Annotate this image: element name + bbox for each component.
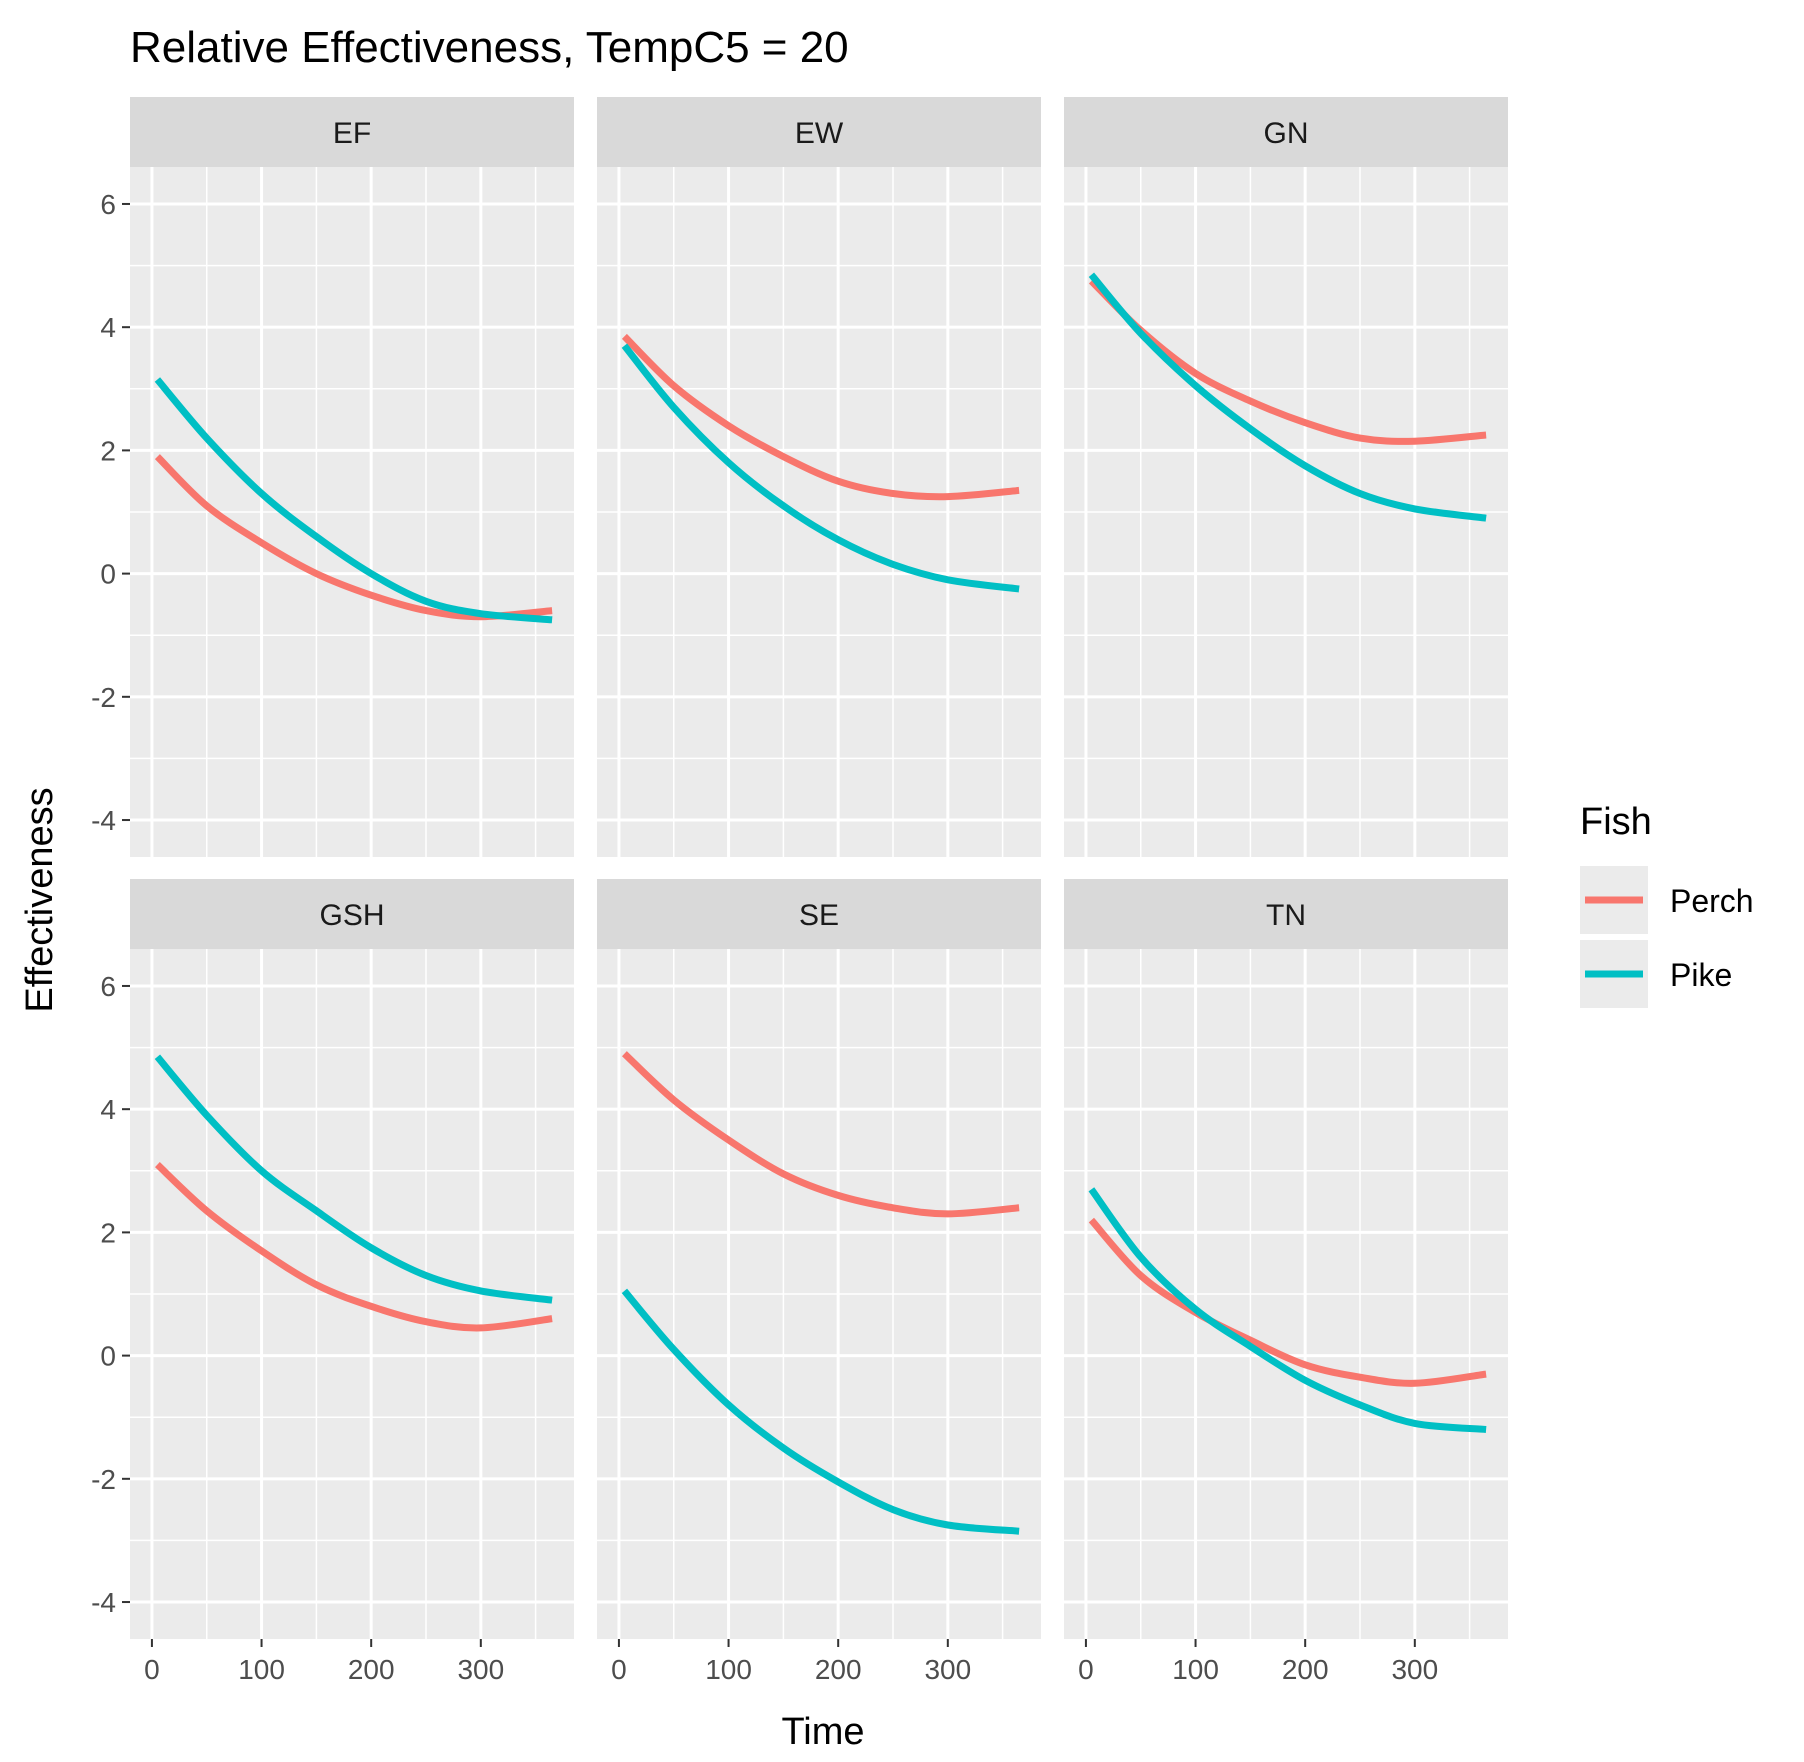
facet-strip-label-gsh: GSH bbox=[319, 899, 384, 932]
series-line-pike-tn bbox=[1088, 1187, 1487, 1433]
series-line-pike-ew bbox=[621, 343, 1020, 593]
x-tick-label: 100 bbox=[238, 1654, 285, 1685]
legend-label-perch: Perch bbox=[1670, 883, 1754, 919]
facet-ew: EW bbox=[597, 97, 1041, 857]
y-tick-label: 2 bbox=[100, 1217, 116, 1248]
x-tick-label: 0 bbox=[1078, 1654, 1094, 1685]
facet-strip-label-se: SE bbox=[799, 899, 839, 932]
x-axis-label: Time bbox=[781, 1711, 864, 1753]
y-tick-label: -4 bbox=[91, 1587, 116, 1618]
y-axes: -4 -2 0 2 4 6 -4 -2 0 2 4 6 bbox=[91, 189, 130, 1618]
legend: Fish Perch Pike bbox=[1580, 801, 1754, 1008]
chart-title: Relative Effectiveness, TempC5 = 20 bbox=[130, 23, 849, 72]
facet-panels: EF EW GN GSH SE TN bbox=[130, 97, 1508, 1639]
series-line-pike-se bbox=[621, 1288, 1020, 1535]
x-tick-label: 200 bbox=[815, 1654, 862, 1685]
series-line-perch-se bbox=[622, 1051, 1020, 1218]
legend-title: Fish bbox=[1580, 801, 1652, 843]
legend-label-pike: Pike bbox=[1670, 957, 1732, 993]
y-tick-label: 6 bbox=[100, 189, 116, 220]
x-tick-label: 100 bbox=[1172, 1654, 1219, 1685]
y-axis-label: Effectiveness bbox=[19, 787, 61, 1012]
facet-strip-gsh bbox=[130, 879, 574, 949]
facet-strip-label-ew: EW bbox=[795, 117, 844, 150]
x-tick-label: 200 bbox=[348, 1654, 395, 1685]
x-tick-label: 0 bbox=[611, 1654, 627, 1685]
facet-ef: EF bbox=[130, 97, 574, 857]
x-tick-label: 100 bbox=[705, 1654, 752, 1685]
facet-tn: TN bbox=[1064, 879, 1508, 1639]
x-tick-label: 200 bbox=[1282, 1654, 1329, 1685]
series-line-perch-gsh bbox=[155, 1162, 553, 1332]
facet-strip-tn bbox=[1064, 879, 1508, 949]
y-tick-label: 0 bbox=[100, 559, 116, 590]
series-line-pike-ef bbox=[154, 377, 553, 624]
facet-strip-ew bbox=[597, 97, 1041, 167]
y-tick-label: 4 bbox=[100, 1094, 116, 1125]
y-tick-label: 4 bbox=[100, 312, 116, 343]
facet-se: SE bbox=[597, 879, 1041, 1639]
y-tick-label: 2 bbox=[100, 435, 116, 466]
y-tick-label: -2 bbox=[91, 682, 116, 713]
facet-strip-label-ef: EF bbox=[333, 117, 371, 150]
y-tick-label: 6 bbox=[100, 971, 116, 1002]
x-tick-label: 300 bbox=[457, 1654, 504, 1685]
facet-strip-se bbox=[597, 879, 1041, 949]
facet-strip-gn bbox=[1064, 97, 1508, 167]
facet-strip-label-tn: TN bbox=[1266, 899, 1306, 932]
facet-gsh: GSH bbox=[130, 879, 574, 1639]
y-tick-label: -2 bbox=[91, 1464, 116, 1495]
y-tick-label: -4 bbox=[91, 805, 116, 836]
x-tick-label: 0 bbox=[144, 1654, 160, 1685]
series-line-pike-gn bbox=[1088, 272, 1487, 522]
facet-strip-label-gn: GN bbox=[1264, 117, 1309, 150]
series-line-pike-gsh bbox=[154, 1054, 553, 1304]
y-tick-label: 0 bbox=[100, 1341, 116, 1372]
x-tick-label: 300 bbox=[924, 1654, 971, 1685]
x-axes: 0 100 200 300 0 100 200 300 0 100 200 300 bbox=[144, 1639, 1438, 1685]
x-tick-label: 300 bbox=[1391, 1654, 1438, 1685]
series-line-perch-ew bbox=[621, 333, 1020, 501]
series-line-perch-tn bbox=[1088, 1217, 1487, 1387]
facet-strip-ef bbox=[130, 97, 574, 167]
facet-gn: GN bbox=[1064, 97, 1508, 857]
